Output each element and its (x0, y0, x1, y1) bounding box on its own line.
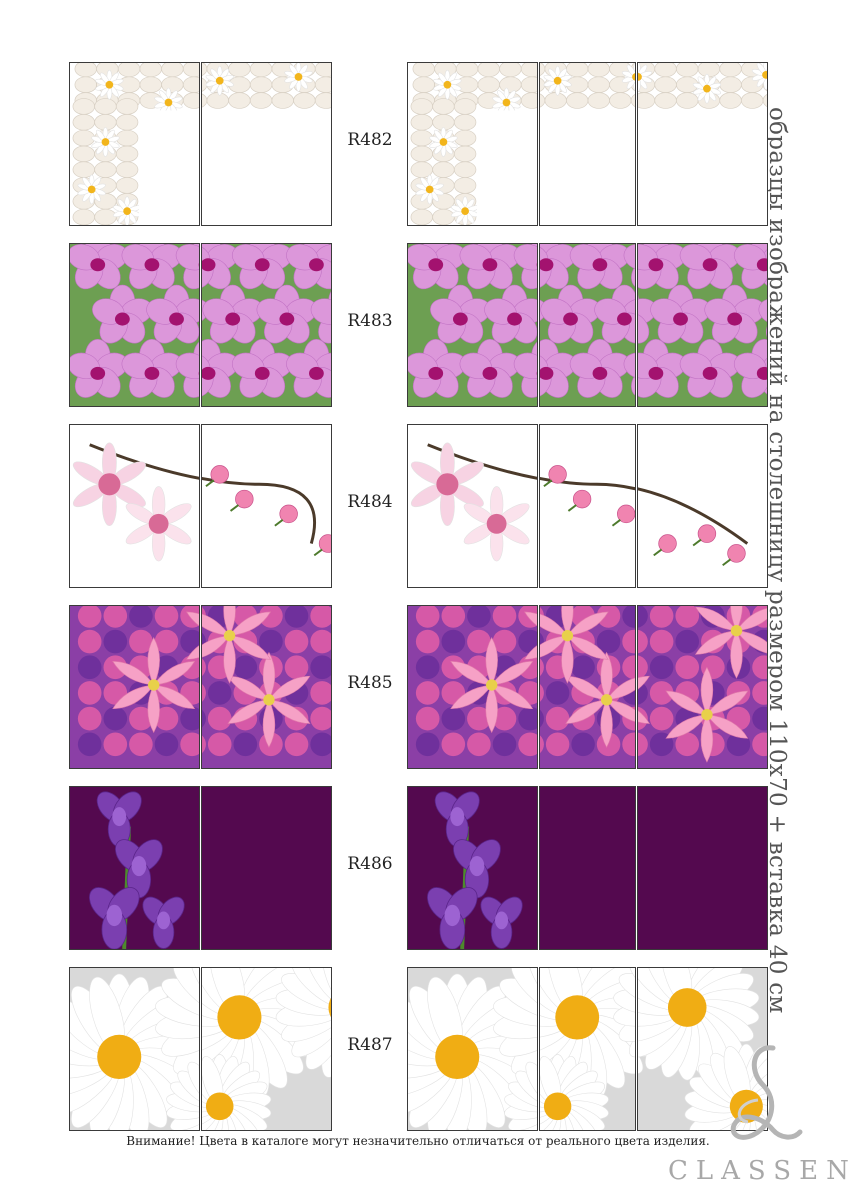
sample-panel-right-3 (637, 786, 768, 950)
sample-panel-right-2 (539, 62, 636, 226)
sample-panel-right-3 (637, 424, 768, 588)
sample-panel-right-2 (539, 243, 636, 407)
sample-panel-right-1 (407, 786, 538, 950)
sample-code: R483 (347, 311, 393, 331)
sample-panel-left-1 (69, 786, 200, 950)
sample-panel-left-2 (201, 605, 332, 769)
sample-panel-left-1 (69, 62, 200, 226)
sample-panel-right-3 (637, 243, 768, 407)
sample-panel-left-1 (69, 243, 200, 407)
sample-panel-right-1 (407, 62, 538, 226)
sample-code: R486 (347, 854, 393, 874)
sample-panel-left-1 (69, 424, 200, 588)
classen-logo-icon (730, 1045, 803, 1140)
sample-code: R485 (347, 673, 393, 693)
sample-panel-right-1 (407, 967, 538, 1131)
sample-panel-left-1 (69, 967, 200, 1131)
sample-panel-left-2 (201, 62, 332, 226)
sample-row: R484 (0, 424, 866, 590)
sample-panel-left-2 (201, 424, 332, 588)
sample-panel-right-1 (407, 605, 538, 769)
sample-row: R485 (0, 605, 866, 771)
sample-panel-right-1 (407, 243, 538, 407)
sample-panel-left-2 (201, 967, 332, 1131)
sample-code: R482 (347, 130, 393, 150)
sample-panel-right-2 (539, 605, 636, 769)
brand-name: CLASSEN (668, 1156, 857, 1186)
sample-code: R487 (347, 1035, 393, 1055)
sample-panel-left-2 (201, 243, 332, 407)
sample-row: R487 (0, 967, 866, 1133)
sample-panel-right-2 (539, 424, 636, 588)
disclaimer-text: Внимание! Цвета в каталоге могут незначи… (126, 1134, 710, 1148)
sample-panel-right-3 (637, 967, 768, 1131)
sample-code: R484 (347, 492, 393, 512)
sample-panel-left-1 (69, 605, 200, 769)
sample-panel-right-2 (539, 967, 636, 1131)
sample-row: R483 (0, 243, 866, 409)
sample-row: R482 (0, 62, 866, 228)
sample-panel-right-2 (539, 786, 636, 950)
sample-panel-right-1 (407, 424, 538, 588)
sample-row: R486 (0, 786, 866, 952)
sample-panel-right-3 (637, 605, 768, 769)
sample-panel-left-2 (201, 786, 332, 950)
sample-panel-right-3 (637, 62, 768, 226)
